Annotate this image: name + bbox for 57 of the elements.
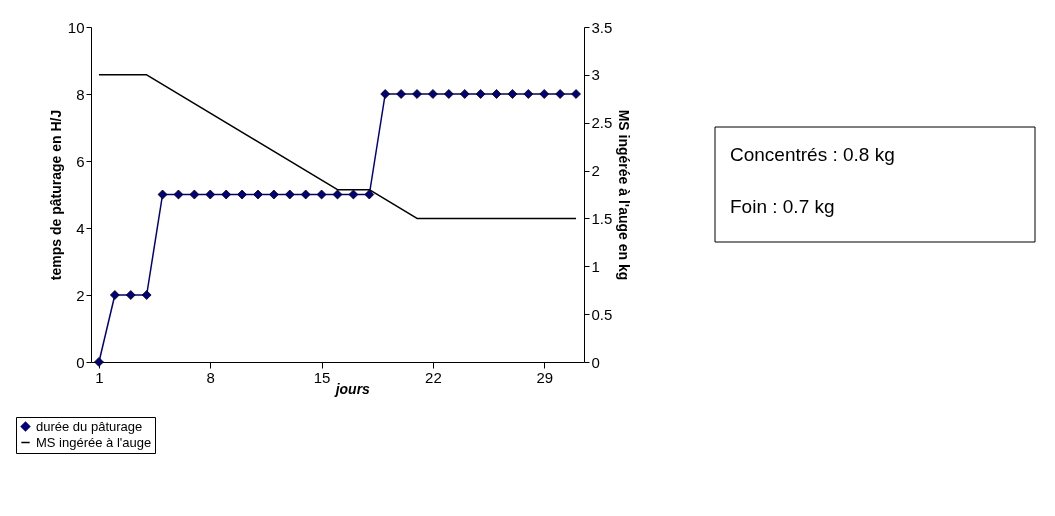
y-tick-label: 10 xyxy=(67,18,85,36)
point xyxy=(428,89,438,99)
point xyxy=(269,189,279,200)
y2-tick-label: 3.5 xyxy=(591,18,613,36)
point xyxy=(109,290,120,300)
y2-tick-label: 1 xyxy=(591,257,600,275)
point xyxy=(237,189,247,200)
point xyxy=(412,89,422,99)
y-tick-label: 4 xyxy=(76,219,85,237)
point xyxy=(316,189,327,200)
y2-tick-label: 2.5 xyxy=(591,114,613,132)
point xyxy=(459,89,470,99)
x-axis-title: jours xyxy=(333,380,371,397)
x-tick-label: 1 xyxy=(95,368,104,386)
point xyxy=(125,290,136,300)
y-axis-title: temps de pâturage en H/J xyxy=(47,109,64,281)
point xyxy=(348,189,359,200)
point xyxy=(539,89,550,99)
point xyxy=(173,189,184,200)
point xyxy=(332,189,343,200)
y-tick-label: 0 xyxy=(76,353,85,371)
x-tick-label: 22 xyxy=(425,368,442,386)
point xyxy=(94,357,104,367)
point xyxy=(141,290,152,300)
y-tick-label: 6 xyxy=(76,152,85,170)
x-tick-label: 29 xyxy=(536,368,554,386)
point xyxy=(284,189,295,200)
y2-tick-label: 1.5 xyxy=(591,209,613,227)
point xyxy=(443,89,454,99)
point xyxy=(396,89,406,99)
y-tick-label: 8 xyxy=(76,85,85,103)
point xyxy=(571,89,581,99)
point xyxy=(507,89,518,99)
legend-label: MS ingérée à l'auge xyxy=(36,434,152,450)
y2-tick-label: 0 xyxy=(591,353,600,371)
x-tick-label: 8 xyxy=(206,368,215,386)
y-tick-label: 2 xyxy=(76,286,85,304)
point xyxy=(364,189,375,200)
point xyxy=(189,189,200,200)
point xyxy=(205,189,216,200)
point xyxy=(157,189,168,200)
legend-label: durée du pâturage xyxy=(36,418,143,434)
point xyxy=(491,89,502,99)
point xyxy=(380,89,391,99)
point xyxy=(523,89,534,99)
y2-tick-label: 2 xyxy=(591,162,600,180)
point xyxy=(475,89,486,99)
y2-axis-title: MS ingérée à l'auge en kg xyxy=(616,109,633,281)
point xyxy=(555,89,566,99)
point xyxy=(253,189,263,200)
y2-tick-label: 3 xyxy=(591,66,600,84)
x-tick-label: 15 xyxy=(313,368,331,386)
text: Concentrés : 0.8 kg xyxy=(730,144,895,165)
point xyxy=(221,189,232,200)
y2-tick-label: 0.5 xyxy=(591,305,613,323)
text: Foin : 0.7 kg xyxy=(730,196,835,217)
point xyxy=(300,189,311,200)
